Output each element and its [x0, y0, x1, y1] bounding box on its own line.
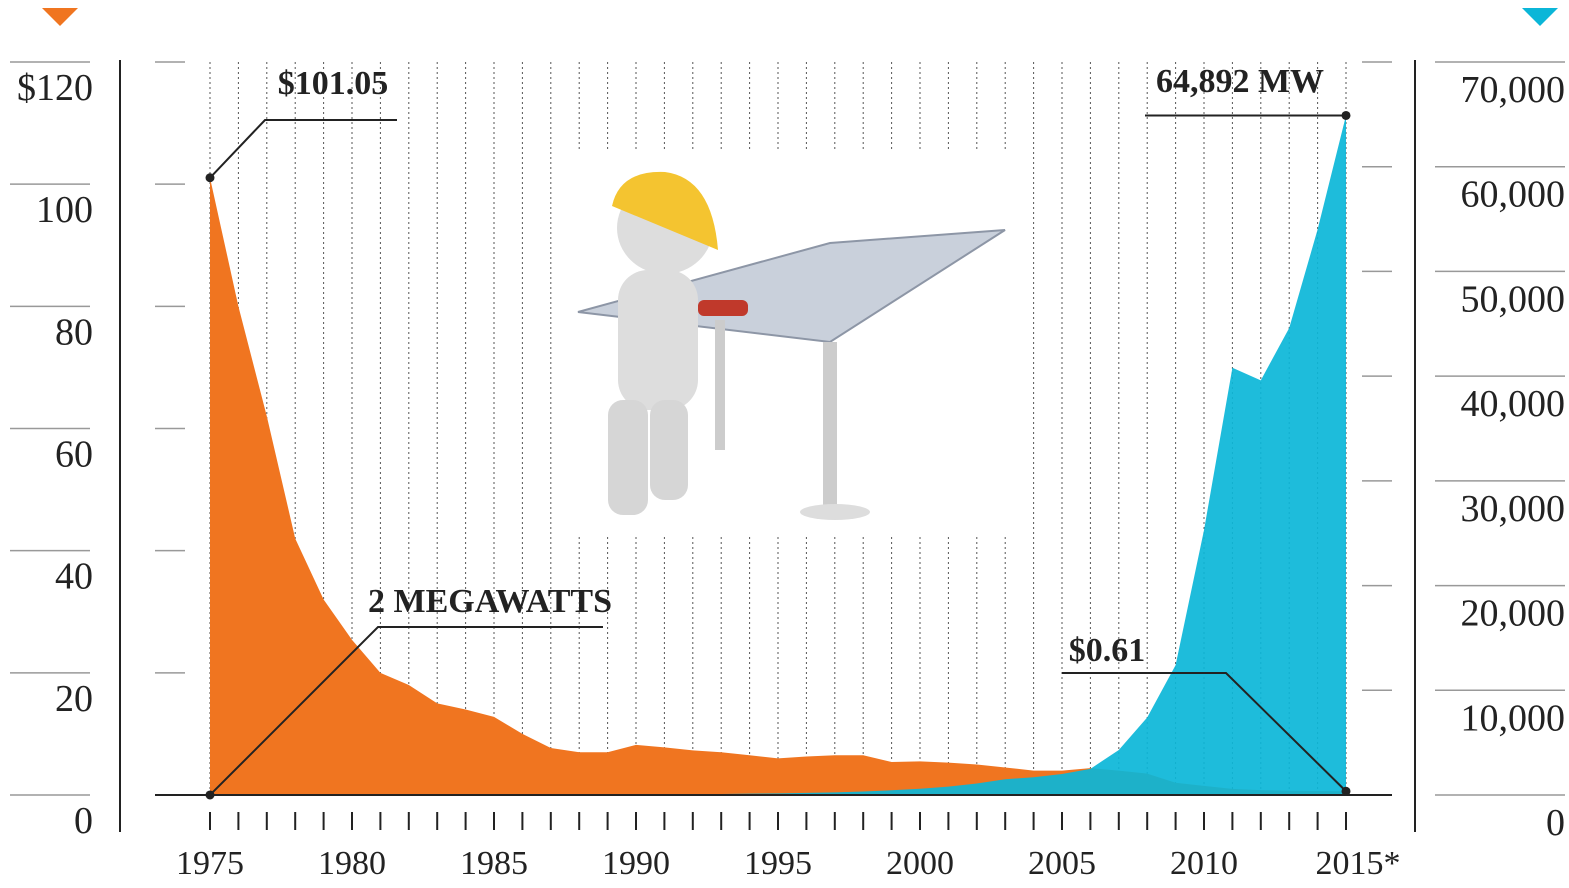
- y2-tick-label: 10,000: [1461, 697, 1566, 739]
- left-axis-marker: [42, 8, 78, 26]
- annotation: 2 MEGAWATTS: [368, 583, 612, 620]
- callout-line: [209, 119, 397, 179]
- annotation: 64,892 MW: [1156, 63, 1324, 100]
- y-tick-label: 80: [55, 311, 93, 353]
- x-tick-label: 1980: [318, 845, 386, 882]
- annotation: $0.61: [1069, 632, 1146, 669]
- y-tick-label: 40: [55, 556, 93, 598]
- area-1: [210, 115, 1346, 796]
- area-0: [210, 177, 1346, 795]
- x-tick-label: 2015*: [1316, 845, 1401, 882]
- x-tick-label: 1995: [744, 845, 812, 882]
- y-tick-label: 60: [55, 434, 93, 476]
- x-tick-label: 1990: [602, 845, 670, 882]
- y2-tick-label: 0: [1546, 802, 1565, 844]
- y2-tick-label: 70,000: [1461, 69, 1566, 111]
- x-tick-label: 2000: [886, 845, 954, 882]
- y-tick-label: $120: [17, 67, 93, 109]
- right-axis-marker: [1522, 8, 1558, 26]
- callout-line: [1062, 672, 1347, 792]
- y-tick-label: 20: [55, 678, 93, 720]
- x-tick-label: 2010: [1170, 845, 1238, 882]
- callout-dot: [1341, 786, 1351, 796]
- x-tick-label: 2005: [1028, 845, 1096, 882]
- callout-line: [209, 626, 603, 796]
- x-tick-label: 1985: [460, 845, 528, 882]
- callout-dot: [205, 173, 215, 183]
- annotation: $101.05: [278, 65, 389, 102]
- y2-tick-label: 20,000: [1461, 593, 1566, 635]
- y2-tick-label: 30,000: [1461, 488, 1566, 530]
- callout-dot: [205, 790, 215, 800]
- x-tick-label: 1975: [176, 845, 244, 882]
- y2-tick-label: 40,000: [1461, 383, 1566, 425]
- y2-tick-label: 60,000: [1461, 174, 1566, 216]
- callout-dot: [1341, 110, 1351, 120]
- y-tick-label: 100: [36, 189, 93, 231]
- y-tick-label: 0: [74, 800, 93, 842]
- y2-tick-label: 50,000: [1461, 278, 1566, 320]
- illustration: [575, 152, 1010, 536]
